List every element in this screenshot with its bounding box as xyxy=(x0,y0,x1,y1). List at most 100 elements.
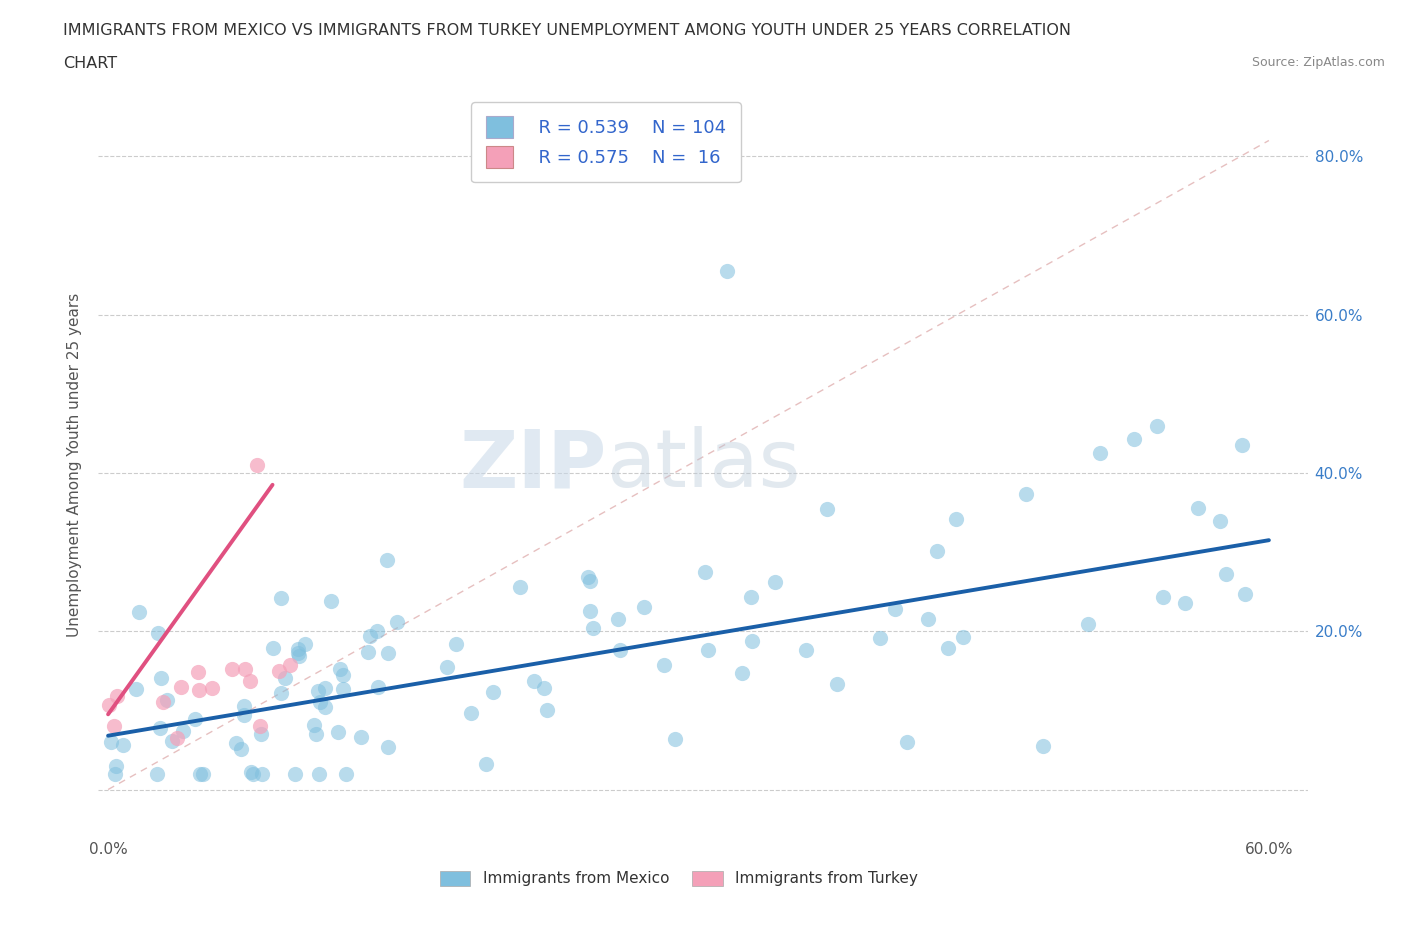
Point xyxy=(170,680,193,695)
Point xyxy=(270,685,292,700)
Point xyxy=(100,735,122,750)
Point xyxy=(184,711,207,726)
Point xyxy=(128,604,150,619)
Point xyxy=(509,580,531,595)
Point xyxy=(98,698,121,712)
Point xyxy=(221,662,243,677)
Text: ZIP: ZIP xyxy=(458,426,606,504)
Point xyxy=(794,643,817,658)
Point xyxy=(664,732,686,747)
Point xyxy=(917,611,939,626)
Point xyxy=(740,590,762,604)
Point xyxy=(187,665,209,680)
Point xyxy=(252,766,274,781)
Point xyxy=(536,703,558,718)
Point xyxy=(825,676,848,691)
Point xyxy=(693,565,716,579)
Point xyxy=(267,663,290,678)
Point xyxy=(302,718,325,733)
Point xyxy=(104,758,127,773)
Point xyxy=(149,721,172,736)
Point xyxy=(696,643,718,658)
Point xyxy=(582,620,605,635)
Legend: Immigrants from Mexico, Immigrants from Turkey: Immigrants from Mexico, Immigrants from … xyxy=(434,864,924,893)
Point xyxy=(332,668,354,683)
Point xyxy=(152,695,174,710)
Point xyxy=(103,719,125,734)
Point xyxy=(321,593,343,608)
Point xyxy=(377,740,399,755)
Point xyxy=(1146,418,1168,433)
Point xyxy=(305,726,328,741)
Point xyxy=(242,766,264,781)
Point xyxy=(287,645,309,660)
Point xyxy=(278,658,301,672)
Point xyxy=(609,643,631,658)
Point xyxy=(335,766,357,781)
Point xyxy=(366,624,388,639)
Point xyxy=(1232,438,1254,453)
Point xyxy=(326,724,349,739)
Point xyxy=(633,600,655,615)
Point xyxy=(576,569,599,584)
Point xyxy=(350,730,373,745)
Point xyxy=(896,735,918,750)
Point xyxy=(385,614,408,629)
Point xyxy=(249,726,271,741)
Point xyxy=(763,575,786,590)
Point xyxy=(377,646,399,661)
Point xyxy=(883,601,905,616)
Point xyxy=(104,766,127,781)
Point xyxy=(246,458,269,472)
Point xyxy=(654,658,676,672)
Point xyxy=(1187,500,1209,515)
Text: atlas: atlas xyxy=(606,426,800,504)
Point xyxy=(249,719,271,734)
Point xyxy=(232,707,254,722)
Text: Source: ZipAtlas.com: Source: ZipAtlas.com xyxy=(1251,56,1385,69)
Point xyxy=(294,637,316,652)
Point xyxy=(262,640,284,655)
Point xyxy=(232,698,254,713)
Point xyxy=(1015,486,1038,501)
Point xyxy=(156,693,179,708)
Point xyxy=(308,766,330,781)
Point xyxy=(460,706,482,721)
Point xyxy=(952,630,974,644)
Point xyxy=(146,626,169,641)
Point xyxy=(1215,566,1237,581)
Point xyxy=(731,666,754,681)
Point xyxy=(1032,738,1054,753)
Point xyxy=(191,766,214,781)
Point xyxy=(270,591,292,605)
Point xyxy=(482,684,505,699)
Point xyxy=(815,502,838,517)
Point xyxy=(146,766,169,781)
Point xyxy=(239,764,262,779)
Point xyxy=(160,734,183,749)
Point xyxy=(1174,595,1197,610)
Point xyxy=(474,757,496,772)
Point xyxy=(869,631,891,645)
Point xyxy=(367,680,389,695)
Point xyxy=(172,724,194,738)
Point xyxy=(1122,432,1144,446)
Point xyxy=(936,640,959,655)
Point xyxy=(332,682,354,697)
Point xyxy=(359,629,381,644)
Point xyxy=(523,674,546,689)
Point xyxy=(150,671,173,685)
Point xyxy=(201,681,224,696)
Text: CHART: CHART xyxy=(63,56,117,71)
Point xyxy=(314,699,336,714)
Point xyxy=(1077,617,1099,631)
Point xyxy=(357,644,380,659)
Point xyxy=(314,680,336,695)
Point xyxy=(188,766,211,781)
Point xyxy=(925,543,948,558)
Point xyxy=(945,512,967,526)
Point xyxy=(1233,587,1256,602)
Point xyxy=(283,766,305,781)
Point xyxy=(446,636,468,651)
Point xyxy=(231,741,253,756)
